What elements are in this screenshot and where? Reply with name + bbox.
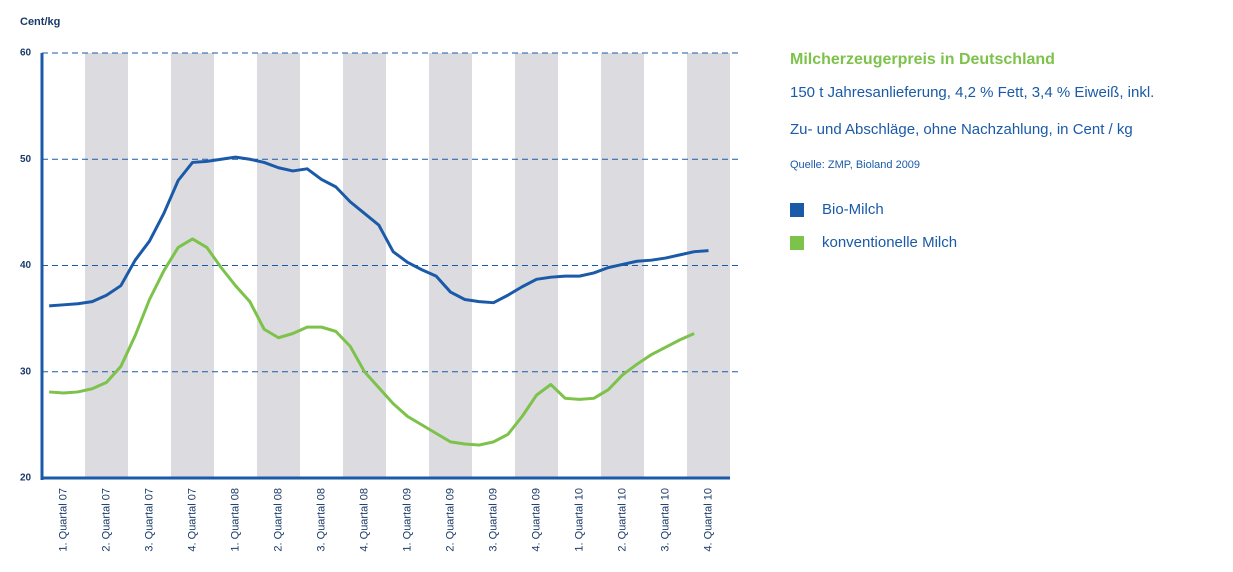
- subtitle: Zu- und Abschläge, ohne Nachzahlung, in …: [790, 121, 1133, 138]
- y-tick-label: 50: [20, 154, 32, 165]
- y-tick-label: 30: [20, 366, 32, 377]
- y-axis-label: Cent/kg: [20, 16, 60, 28]
- legend-swatch: [790, 236, 804, 250]
- line: [49, 237, 695, 447]
- x-tick-label: 4. Quartal 10: [702, 488, 714, 552]
- x-tick-label: 3. Quartal 09: [487, 488, 499, 552]
- legend-label: konventionelle Milch: [822, 234, 957, 251]
- x-tick-label: 2. Quartal 08: [272, 488, 284, 552]
- x-tick-label: 1. Quartal 07: [57, 488, 69, 552]
- x-tick-label: 4. Quartal 07: [186, 488, 198, 552]
- x-tick-label: 3. Quartal 08: [315, 488, 327, 552]
- x-tick-label: 2. Quartal 10: [616, 488, 628, 552]
- x-tick-label: 3. Quartal 07: [143, 488, 155, 552]
- x-tick-label: 4. Quartal 09: [530, 488, 542, 552]
- x-tick-label: 3. Quartal 10: [659, 488, 671, 552]
- x-tick-label: 2. Quartal 07: [100, 488, 112, 552]
- y-tick-label: 20: [20, 473, 32, 484]
- legend-label: Bio-Milch: [822, 201, 884, 218]
- source: Quelle: ZMP, Bioland 2009: [790, 159, 920, 171]
- subtitle: 150 t Jahresanlieferung, 4,2 % Fett, 3,4…: [790, 84, 1154, 101]
- x-tick-label: 1. Quartal 08: [229, 488, 241, 552]
- x-tick-label: 1. Quartal 09: [401, 488, 413, 552]
- x-tick-label: 4. Quartal 08: [358, 488, 370, 552]
- chart-title: Milcherzeugerpreis in Deutschland: [790, 51, 1055, 68]
- legend-swatch: [790, 203, 804, 217]
- x-tick-label: 1. Quartal 10: [573, 488, 585, 552]
- x-tick-label: 2. Quartal 09: [444, 488, 456, 552]
- y-tick-label: 60: [20, 48, 32, 59]
- line: [49, 155, 709, 308]
- y-tick-label: 40: [20, 260, 32, 271]
